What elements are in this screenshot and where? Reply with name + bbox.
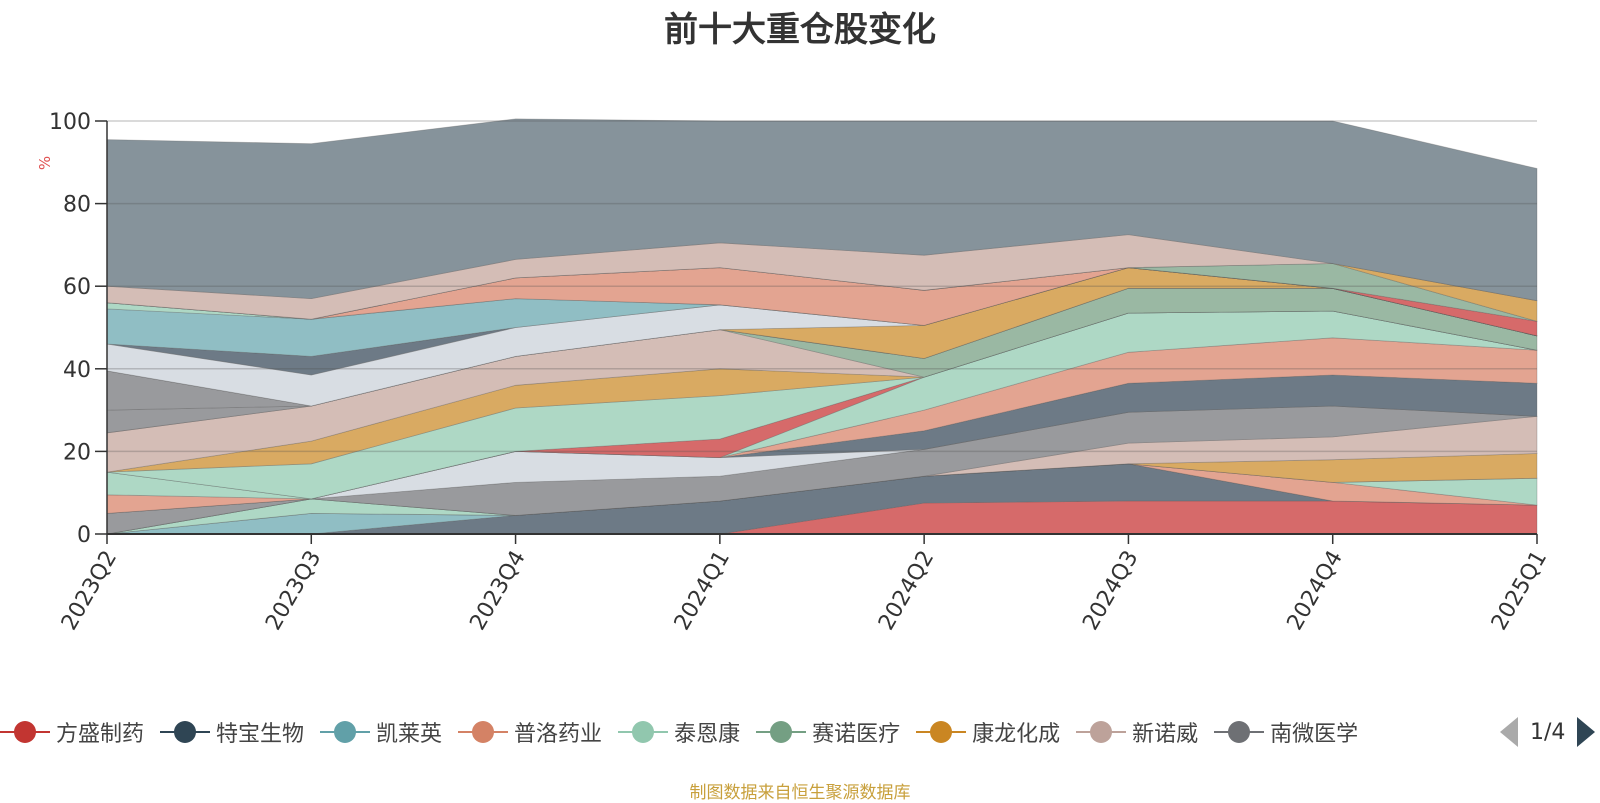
legend: 方盛制药 特宝生物 凯莱英 普洛药业 泰恩康 赛诺医疗 康龙化成 新诺威 南微医学 <box>0 712 1480 752</box>
x-tick-label-6: 2024Q4 <box>1283 547 1348 635</box>
legend-item[interactable]: 康龙化成 <box>916 712 1060 752</box>
legend-dot <box>1090 721 1113 743</box>
legend-marker-icon <box>458 720 509 744</box>
legend-label: 泰恩康 <box>674 722 741 747</box>
legend-label: 新诺威 <box>1132 722 1199 747</box>
legend-label: 南微医学 <box>1270 722 1359 747</box>
legend-prev-icon[interactable] <box>1500 717 1518 747</box>
legend-label: 方盛制药 <box>56 722 145 747</box>
legend-dot <box>770 721 793 743</box>
x-tick-label-0: 2023Q2 <box>57 547 122 635</box>
legend-marker-icon <box>0 720 50 744</box>
legend-item[interactable]: 泰恩康 <box>618 712 740 752</box>
legend-marker-icon <box>1076 720 1127 744</box>
x-tick-label-3: 2024Q1 <box>670 547 735 635</box>
legend-label: 凯莱英 <box>376 722 443 747</box>
legend-dot <box>1228 721 1251 743</box>
legend-dot <box>472 721 495 743</box>
y-tick-label-1: 20 <box>63 440 91 465</box>
x-tick-label-5: 2024Q3 <box>1078 547 1143 635</box>
legend-item[interactable]: 赛诺医疗 <box>756 712 900 752</box>
legend-item[interactable]: 新诺威 <box>1076 712 1198 752</box>
x-tick-label-4: 2024Q2 <box>874 547 939 635</box>
legend-item[interactable]: 凯莱英 <box>320 712 442 752</box>
legend-label: 康龙化成 <box>972 722 1061 747</box>
x-tick-label-2: 2023Q4 <box>465 547 530 635</box>
y-tick-label-4: 80 <box>63 193 91 218</box>
legend-label: 赛诺医疗 <box>812 722 901 747</box>
legend-marker-icon <box>160 720 211 744</box>
legend-marker-icon <box>756 720 807 744</box>
legend-dot <box>14 721 36 743</box>
legend-pager: 1/4 <box>1500 714 1596 750</box>
source-note: 制图数据来自恒生聚源数据库 <box>689 783 911 803</box>
legend-dot <box>334 721 357 743</box>
stacked-area-chart: 0 20 40 60 80 100 2023Q2 2023Q3 2023Q4 2024Q1 2024… <box>36 110 1552 635</box>
legend-label: 特宝生物 <box>216 722 305 747</box>
legend-marker-icon <box>1214 720 1265 744</box>
y-tick-label-0: 0 <box>77 523 91 548</box>
area-series-30 <box>106 118 1538 302</box>
y-tick-label-3: 60 <box>63 275 91 300</box>
legend-dot <box>930 721 953 743</box>
y-tick-label-2: 40 <box>63 358 91 383</box>
legend-item[interactable]: 特宝生物 <box>160 712 304 752</box>
legend-marker-icon <box>618 720 669 744</box>
y-axis-unit-label: % <box>36 156 54 170</box>
legend-label: 普洛药业 <box>514 722 603 747</box>
legend-item[interactable]: 方盛制药 <box>0 712 144 752</box>
legend-marker-icon <box>320 720 371 744</box>
x-tick-label-7: 2025Q1 <box>1487 547 1552 635</box>
legend-dot <box>174 721 197 743</box>
y-tick-label-5: 100 <box>49 110 91 135</box>
legend-page-number: 1/4 <box>1530 719 1566 745</box>
legend-item[interactable]: 南微医学 <box>1214 712 1358 752</box>
legend-item[interactable]: 普洛药业 <box>458 712 602 752</box>
chart-title: 前十大重仓股变化 <box>664 10 936 50</box>
x-tick-label-1: 2023Q3 <box>261 547 326 635</box>
legend-dot <box>632 721 655 743</box>
legend-marker-icon <box>916 720 967 744</box>
legend-next-icon[interactable] <box>1577 717 1596 747</box>
